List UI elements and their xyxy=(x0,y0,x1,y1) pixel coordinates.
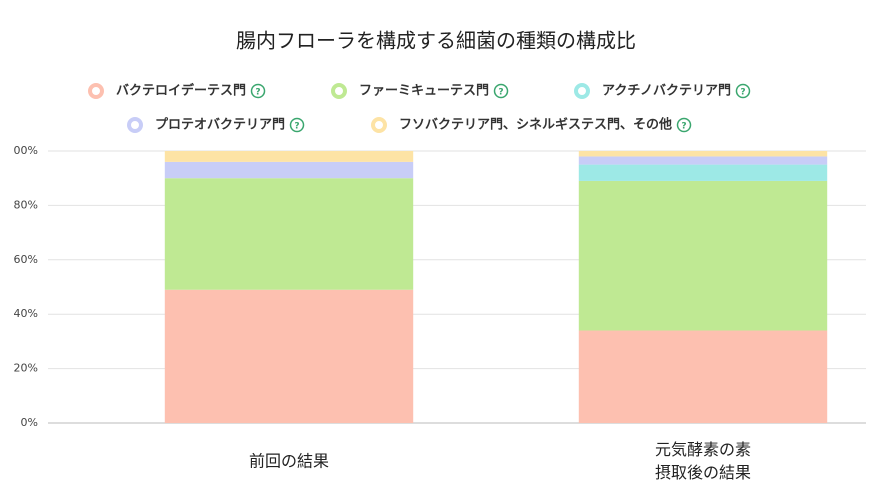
bar-segment xyxy=(578,156,828,165)
bar-segment xyxy=(578,164,828,181)
legend-label: アクチノバクテリア門 xyxy=(602,84,731,99)
bar-segment xyxy=(164,289,414,423)
legend-marker xyxy=(574,83,590,99)
bar-segment xyxy=(164,161,414,179)
help-icon xyxy=(735,83,751,99)
legend-marker xyxy=(371,117,387,133)
help-icon-mark: ? xyxy=(681,122,686,132)
chart-title: 腸内フローラを構成する細菌の種類の構成比 xyxy=(236,29,636,53)
legend-label: プロテオバクテリア門 xyxy=(155,118,285,133)
help-icon-mark: ? xyxy=(255,88,260,98)
y-tick-label: 40% xyxy=(14,307,38,320)
help-icon-mark: ? xyxy=(294,122,299,132)
help-icon xyxy=(289,117,305,133)
bar-segment xyxy=(578,180,828,331)
x-tick-label: 摂取後の結果 xyxy=(655,463,751,482)
bar-segment xyxy=(164,151,414,162)
legend-marker xyxy=(331,83,347,99)
help-icon xyxy=(676,117,692,133)
help-icon xyxy=(250,83,266,99)
y-tick-label: 00% xyxy=(14,144,38,157)
y-tick-label: 80% xyxy=(14,198,38,211)
help-icon-mark: ? xyxy=(740,88,745,98)
x-tick-label: 前回の結果 xyxy=(249,452,329,471)
bar-segment xyxy=(164,178,414,290)
x-tick-label: 元気酵素の素 xyxy=(655,440,751,459)
y-tick-label: 60% xyxy=(14,253,38,266)
legend-label: フソバクテリア門、シネルギステス門、その他 xyxy=(399,117,672,133)
help-icon-mark: ? xyxy=(498,88,503,98)
y-tick-label: 20% xyxy=(14,362,38,375)
help-icon xyxy=(493,83,509,99)
legend-label: ファーミキューテス門 xyxy=(359,84,489,99)
legend-marker xyxy=(88,83,104,99)
bar-segment xyxy=(578,151,828,157)
legend-marker xyxy=(127,117,143,133)
bar-segment xyxy=(578,330,828,423)
y-tick-label: 0% xyxy=(21,416,38,429)
legend-label: バクテロイデーテス門 xyxy=(116,83,246,99)
